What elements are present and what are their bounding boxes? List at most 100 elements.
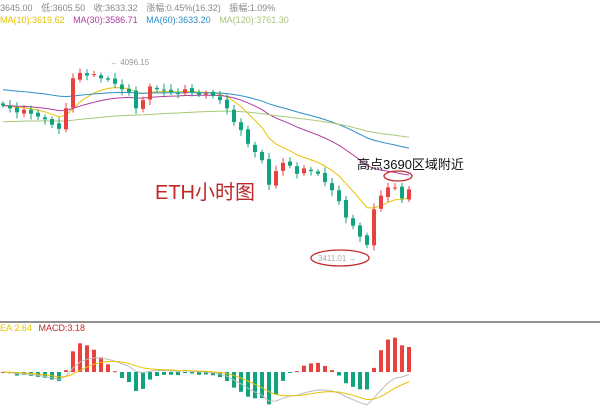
chart-title-annotation: ETH小时图 (155, 182, 255, 204)
candle-body (22, 109, 26, 114)
macd-bar (239, 372, 243, 392)
macd-bar (288, 372, 292, 373)
close-value: 收:3633.32 (93, 3, 138, 13)
candle-body (337, 190, 341, 202)
ma-legend: MA(10):3619.62 MA(30):3586.71 MA(60):363… (0, 15, 295, 25)
ohlc-info: 3645.00 低:3605.50 收:3633.32 涨幅:0.45%(16.… (0, 1, 281, 14)
macd-bar (120, 372, 124, 378)
candle-body (78, 72, 82, 80)
candle-body (85, 73, 89, 76)
candle-body (162, 89, 166, 91)
candle-body (407, 189, 411, 200)
candle-body (64, 108, 68, 130)
candle-body (372, 209, 376, 246)
macd-bar (393, 337, 397, 372)
change-value: 涨幅:0.45%(16.32) (146, 3, 221, 13)
candle-body (120, 84, 124, 90)
macd-bar (218, 372, 222, 378)
macd-bar (127, 372, 131, 383)
candle-body (36, 112, 40, 117)
macd-bar (344, 372, 348, 384)
candle-body (400, 186, 404, 199)
macd-bar (106, 364, 110, 372)
candle-body (253, 144, 257, 152)
candle-body (267, 159, 271, 185)
macd-bar (71, 351, 75, 372)
macd-bar (162, 372, 166, 375)
macd-bar (169, 372, 173, 375)
amplitude-value: 振幅:1.09% (229, 3, 276, 13)
candle-body (1, 103, 5, 106)
candle-body (260, 151, 264, 161)
macd-bar (400, 345, 404, 372)
macd-bar (330, 370, 334, 372)
candle-body (197, 92, 201, 95)
macd-bar (148, 372, 152, 380)
macd-legend: EA:2.64 MACD:3.18 (0, 323, 85, 333)
min-price-label: 3411.01 → (318, 254, 357, 263)
candle-body (176, 93, 180, 95)
macd-bar (141, 372, 145, 389)
macd-bar (176, 372, 180, 376)
macd-bar (92, 349, 96, 372)
candle-body (365, 235, 369, 245)
ma30-label: MA(30):3586.71 (73, 15, 138, 25)
candle-body (8, 105, 12, 109)
macd-bar (64, 370, 68, 372)
macd-label: MACD:3.18 (38, 323, 86, 333)
candle-body (113, 78, 117, 84)
macd-bar (134, 372, 138, 391)
candle-body (127, 88, 131, 92)
ma10-label: MA(10):3619.62 (0, 15, 65, 25)
macd-bar (253, 372, 257, 399)
dea-label: EA:2.64 (0, 323, 33, 333)
candle-body (50, 118, 54, 125)
open-value: 3645.00 (0, 3, 33, 13)
candle-body (232, 109, 236, 122)
dea-line (2, 360, 410, 401)
macd-bar (302, 365, 306, 372)
candle-body (190, 88, 194, 92)
macd-bar (358, 372, 362, 390)
macd-bar (323, 365, 327, 372)
candle-body (386, 187, 390, 198)
macd-bar (274, 372, 278, 395)
candle-body (393, 187, 397, 189)
candle-body (183, 89, 187, 94)
macd-bar (295, 371, 299, 373)
macd-bar (85, 345, 89, 372)
candle-body (281, 162, 285, 171)
low-value: 低:3605.50 (41, 3, 86, 13)
candle-body (274, 171, 278, 186)
macd-bar (316, 362, 320, 372)
candle-body (323, 173, 327, 183)
candle-body (218, 96, 222, 101)
macd-bar (407, 347, 411, 372)
candle-body (316, 171, 320, 174)
ma60-label: MA(60):3633.20 (146, 15, 211, 25)
candle-body (351, 218, 355, 226)
candle-body (169, 89, 173, 92)
candle-body (288, 161, 292, 166)
candle-body (379, 195, 383, 209)
macd-bar (246, 372, 250, 397)
max-price-label: ← 4096.15 (110, 58, 150, 67)
macd-bar (281, 372, 285, 381)
ma120-line (2, 110, 410, 138)
macd-bar (155, 372, 159, 377)
macd-bar (183, 372, 187, 374)
candle-body (141, 100, 145, 109)
macd-bar (78, 343, 82, 372)
macd-bar (99, 357, 103, 372)
candle-body (204, 93, 208, 95)
candle-body (239, 122, 243, 131)
candle-body (148, 86, 152, 100)
candle-body (155, 87, 159, 90)
high-ellipse (383, 170, 413, 182)
macd-bar (351, 372, 355, 387)
candle-body (99, 75, 103, 79)
candle-body (92, 74, 96, 76)
macd-bar (337, 372, 341, 376)
macd-bar (309, 363, 313, 372)
candle-body (57, 123, 61, 129)
